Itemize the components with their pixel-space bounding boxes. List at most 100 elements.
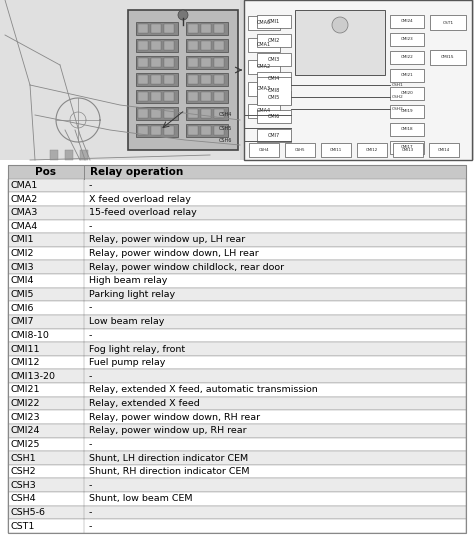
Bar bbox=[136, 124, 178, 137]
Bar bbox=[186, 90, 228, 103]
Bar bbox=[8, 328, 466, 342]
Text: CMI13-20: CMI13-20 bbox=[11, 372, 56, 381]
Text: Relay, extended X feed: Relay, extended X feed bbox=[89, 399, 200, 408]
Bar bbox=[136, 22, 178, 35]
Bar bbox=[8, 233, 466, 247]
Bar bbox=[257, 129, 291, 142]
Bar bbox=[214, 126, 224, 135]
Bar bbox=[151, 41, 161, 50]
Text: CMI17: CMI17 bbox=[401, 146, 413, 149]
Text: 15-feed overload relay: 15-feed overload relay bbox=[89, 208, 196, 217]
Bar bbox=[430, 15, 466, 30]
Text: CST1: CST1 bbox=[442, 20, 454, 25]
Bar bbox=[390, 33, 424, 46]
Bar bbox=[257, 15, 291, 28]
Bar bbox=[155, 97, 165, 105]
Text: CSH5-6: CSH5-6 bbox=[11, 508, 46, 517]
Bar bbox=[201, 24, 211, 33]
Text: -: - bbox=[89, 440, 92, 449]
Bar bbox=[8, 274, 466, 288]
Bar bbox=[164, 109, 174, 118]
Bar bbox=[8, 451, 466, 465]
Text: CMI8: CMI8 bbox=[268, 88, 280, 94]
Bar bbox=[8, 465, 466, 478]
Text: CMI7: CMI7 bbox=[11, 317, 35, 326]
Bar bbox=[186, 124, 228, 137]
Text: -: - bbox=[89, 303, 92, 312]
Bar bbox=[201, 75, 211, 84]
Text: CMI4: CMI4 bbox=[268, 76, 280, 81]
Bar bbox=[8, 165, 466, 179]
Text: CMA3: CMA3 bbox=[257, 87, 271, 91]
Bar bbox=[201, 92, 211, 101]
Text: CMI1: CMI1 bbox=[11, 235, 35, 244]
Text: Relay, power window childlock, rear door: Relay, power window childlock, rear door bbox=[89, 263, 284, 272]
Bar bbox=[390, 51, 424, 64]
Bar bbox=[390, 123, 424, 136]
Bar bbox=[248, 82, 280, 96]
Bar bbox=[138, 126, 148, 135]
Text: Shunt, LH direction indicator CEM: Shunt, LH direction indicator CEM bbox=[89, 454, 248, 463]
Bar bbox=[214, 109, 224, 118]
Bar bbox=[164, 58, 174, 67]
Bar bbox=[138, 75, 148, 84]
Bar bbox=[8, 288, 466, 301]
Bar bbox=[164, 75, 174, 84]
Bar bbox=[155, 117, 165, 125]
Bar bbox=[136, 39, 178, 52]
Bar bbox=[188, 126, 198, 135]
Bar bbox=[151, 92, 161, 101]
Text: CSH4: CSH4 bbox=[11, 494, 36, 503]
Bar bbox=[8, 492, 466, 506]
Bar bbox=[186, 39, 228, 52]
Bar bbox=[65, 150, 73, 160]
Text: X feed overload relay: X feed overload relay bbox=[89, 195, 191, 204]
Text: -: - bbox=[89, 222, 92, 231]
Bar bbox=[50, 150, 58, 160]
Text: -: - bbox=[89, 508, 92, 517]
Text: CMI14: CMI14 bbox=[438, 148, 450, 152]
Bar bbox=[188, 24, 198, 33]
Text: Fog light relay, front: Fog light relay, front bbox=[89, 345, 185, 354]
Bar bbox=[164, 126, 174, 135]
Bar bbox=[128, 10, 238, 150]
Text: CMI6: CMI6 bbox=[268, 114, 280, 119]
Bar bbox=[8, 356, 466, 370]
Bar bbox=[8, 301, 466, 315]
Bar bbox=[8, 315, 466, 328]
Bar bbox=[155, 107, 165, 115]
Text: CMI22: CMI22 bbox=[11, 399, 40, 408]
Text: CSH6: CSH6 bbox=[219, 139, 232, 143]
Bar bbox=[244, 0, 472, 160]
Text: CMI2: CMI2 bbox=[11, 249, 35, 258]
Bar bbox=[151, 58, 161, 67]
Bar bbox=[138, 41, 148, 50]
Bar bbox=[136, 73, 178, 86]
Bar bbox=[201, 41, 211, 50]
Text: CMI12: CMI12 bbox=[366, 148, 378, 152]
Text: CMI21: CMI21 bbox=[401, 73, 413, 78]
Bar bbox=[8, 519, 466, 533]
Bar bbox=[151, 109, 161, 118]
Text: Fuel pump relay: Fuel pump relay bbox=[89, 358, 165, 367]
Bar bbox=[136, 107, 178, 120]
Text: CMI7: CMI7 bbox=[268, 133, 280, 138]
Bar bbox=[167, 117, 177, 125]
Bar bbox=[8, 370, 466, 383]
Text: CMA3: CMA3 bbox=[11, 208, 38, 217]
Bar bbox=[257, 53, 291, 66]
Text: Relay, power window down, RH rear: Relay, power window down, RH rear bbox=[89, 412, 260, 422]
Bar bbox=[188, 109, 198, 118]
Text: CMI2: CMI2 bbox=[268, 38, 280, 43]
Bar bbox=[430, 50, 466, 65]
Bar bbox=[214, 75, 224, 84]
Bar bbox=[248, 38, 280, 52]
Bar bbox=[151, 126, 161, 135]
Bar bbox=[393, 143, 423, 157]
Bar bbox=[201, 58, 211, 67]
Text: CSH4: CSH4 bbox=[219, 112, 232, 118]
Text: CSH5: CSH5 bbox=[295, 148, 305, 152]
Text: CMA2: CMA2 bbox=[11, 195, 38, 204]
Bar bbox=[390, 105, 424, 118]
Text: CMI4: CMI4 bbox=[11, 277, 35, 285]
